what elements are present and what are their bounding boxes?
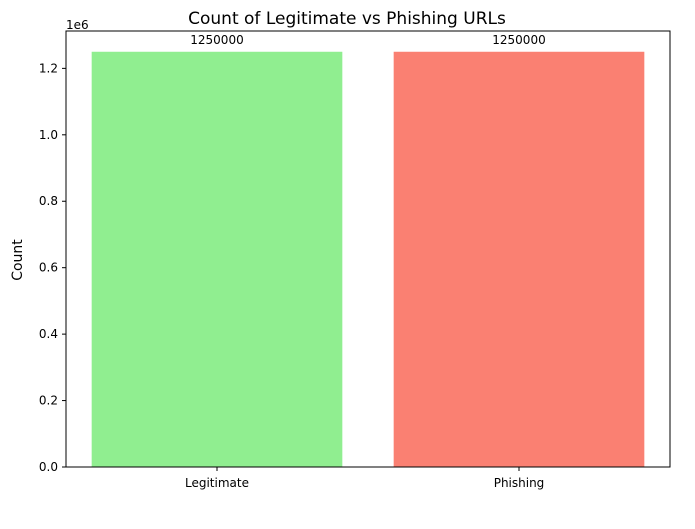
plot-area: 1250000 Legitimate 1250000 Phishing 0.0 0.2 0.…: [39, 30, 671, 490]
chart-title: Count of Legitimate vs Phishing URLs: [188, 9, 506, 29]
y-tick-label: 0.2: [39, 394, 58, 408]
y-axis-label: Count: [10, 239, 26, 281]
data-label: 1250000: [492, 33, 545, 47]
y-tick-label: 0.8: [39, 194, 58, 208]
bar-phishing: [393, 51, 645, 468]
y-tick-label: 0.0: [39, 460, 58, 474]
y-tick-label: 1.0: [39, 128, 58, 142]
x-tick-label: Legitimate: [185, 476, 249, 490]
x-tick-label: Phishing: [494, 476, 545, 490]
plot-frame: [65, 30, 671, 468]
data-label: 1250000: [190, 33, 243, 47]
y-offset-label: 1e6: [66, 18, 89, 32]
y-tick-label: 0.6: [39, 261, 58, 275]
y-tick-label: 1.2: [39, 61, 58, 75]
bar-legitimate: [91, 51, 343, 468]
y-tick-label: 0.4: [39, 327, 58, 341]
